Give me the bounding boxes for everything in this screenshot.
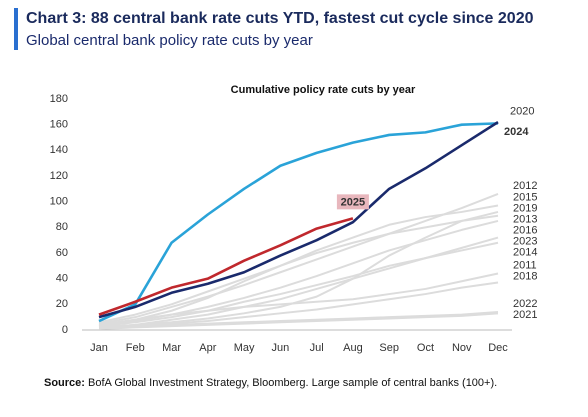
x-tick-label: Feb <box>126 342 145 354</box>
y-tick-label: 40 <box>56 273 68 285</box>
series-label: 2023 <box>513 235 537 247</box>
series-label: 2021 <box>513 309 537 321</box>
y-tick-label: 160 <box>50 119 68 131</box>
y-tick-label: 180 <box>50 93 68 105</box>
series-label: 2025 <box>341 196 365 208</box>
series-line <box>98 272 499 326</box>
x-tick-label: Apr <box>199 342 216 354</box>
title-bar <box>14 8 18 50</box>
y-tick-label: 60 <box>56 247 68 259</box>
x-tick-label: Aug <box>343 342 363 354</box>
y-tick-label: 100 <box>50 196 68 208</box>
series-label: 2012 <box>513 180 537 192</box>
series-line <box>98 121 499 319</box>
x-tick-label: Jan <box>90 342 108 354</box>
series-label: 2014 <box>513 246 537 258</box>
source: Source: BofA Global Investment Strategy,… <box>44 377 497 389</box>
x-tick-label: Oct <box>417 342 434 354</box>
series-line <box>98 204 499 326</box>
subtitle: Global central bank policy rate cuts by … <box>26 32 313 49</box>
series-line <box>98 281 499 330</box>
series-label: 2024 <box>504 126 529 138</box>
series-label: 2015 <box>513 191 537 203</box>
series-line <box>98 193 499 325</box>
y-tick-label: 140 <box>50 144 68 156</box>
series-line <box>98 217 354 316</box>
series-label: 2018 <box>513 270 537 282</box>
series-label: 2013 <box>513 213 537 225</box>
series-label: 2016 <box>513 224 537 236</box>
series-label: 2011 <box>513 259 537 271</box>
y-tick-label: 20 <box>56 298 68 310</box>
label-highlight <box>336 194 369 210</box>
series-line <box>98 241 499 328</box>
series-line <box>98 214 499 324</box>
y-tick-label: 0 <box>62 324 68 336</box>
plot-title: Cumulative policy rate cuts by year <box>231 84 416 96</box>
series-line <box>98 311 499 329</box>
x-tick-label: Jun <box>271 342 289 354</box>
series-line <box>98 122 499 323</box>
x-tick-label: Nov <box>452 342 472 354</box>
series-label: 2020 <box>510 105 534 117</box>
series-line <box>98 210 499 329</box>
x-tick-label: Sep <box>379 342 399 354</box>
y-tick-label: 120 <box>50 170 68 182</box>
x-tick-label: Mar <box>162 342 181 354</box>
series-label: 2022 <box>513 298 537 310</box>
series-line <box>98 312 499 330</box>
x-tick-label: Jul <box>310 342 324 354</box>
chart-title: Chart 3: 88 central bank rate cuts YTD, … <box>26 10 534 27</box>
series-label: 2019 <box>513 202 537 214</box>
x-tick-label: Dec <box>488 342 508 354</box>
source-text: BofA Global Investment Strategy, Bloombe… <box>88 377 497 389</box>
x-tick-label: May <box>234 342 255 354</box>
source-label: Source: <box>44 377 85 389</box>
y-tick-label: 80 <box>56 221 68 233</box>
